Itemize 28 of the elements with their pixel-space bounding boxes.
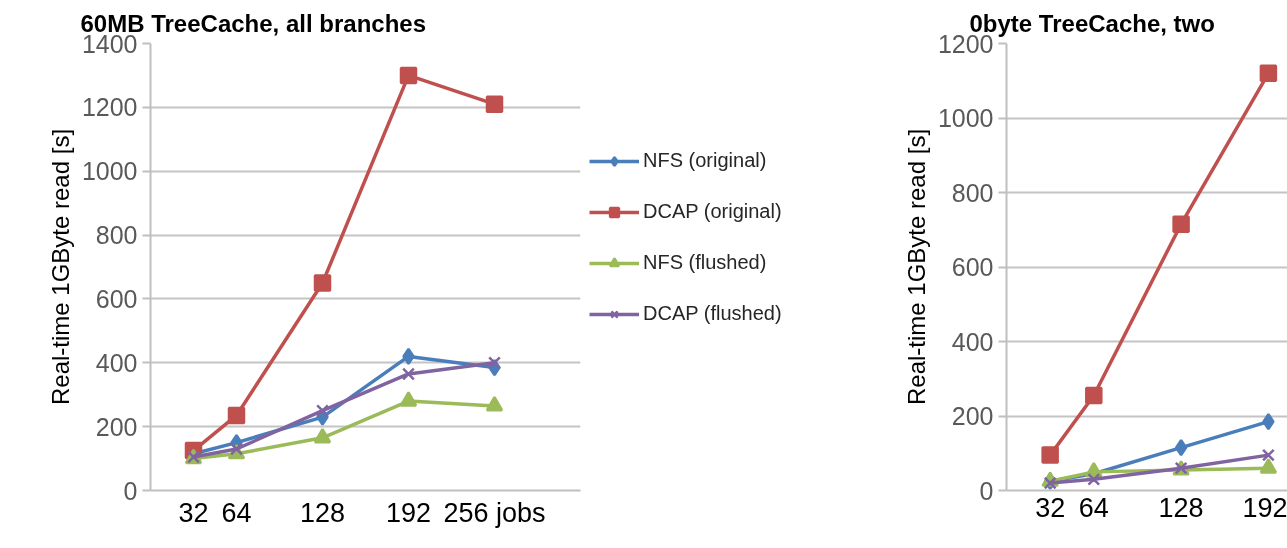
y-axis-title: Real-time 1GByte read [s] (902, 128, 930, 406)
x-tick-label: 128 (299, 497, 346, 528)
y-tick-label: 200 (95, 412, 138, 441)
legend-label: NFS (original) (643, 149, 767, 172)
x-tick-label: 64 (1078, 492, 1109, 523)
legend-label: NFS (flushed) (643, 251, 767, 274)
y-tick-label: 600 (95, 284, 138, 313)
x-tick-label: 32 (1035, 492, 1066, 523)
x-tick-label: 192 (385, 497, 432, 528)
legend-label: DCAP (original) (643, 200, 782, 223)
x-tick-label: 32 (178, 497, 209, 528)
y-tick-label: 400 (951, 327, 994, 356)
y-tick-label: 600 (951, 253, 994, 281)
x-tick-label: 192 (1242, 492, 1287, 523)
y-tick-label: 1200 (81, 93, 138, 122)
y-tick-label: 800 (951, 178, 994, 207)
y-tick-label: 400 (95, 348, 138, 377)
x-tick-label: 256 jobs (443, 497, 546, 528)
y-tick-label: 0 (123, 476, 138, 505)
y-tick-label: 0 (979, 476, 994, 505)
x-tick-label: 128 (1158, 492, 1204, 523)
y-tick-label: 200 (951, 402, 994, 430)
x-tick-label: 64 (221, 497, 252, 528)
y-tick-label: 1000 (81, 157, 138, 186)
y-axis-title: Real-time 1GByte read [s] (46, 128, 74, 406)
legend-label: DCAP (flushed) (643, 302, 782, 325)
y-tick-label: 1000 (937, 104, 994, 132)
y-tick-label: 800 (95, 221, 138, 250)
